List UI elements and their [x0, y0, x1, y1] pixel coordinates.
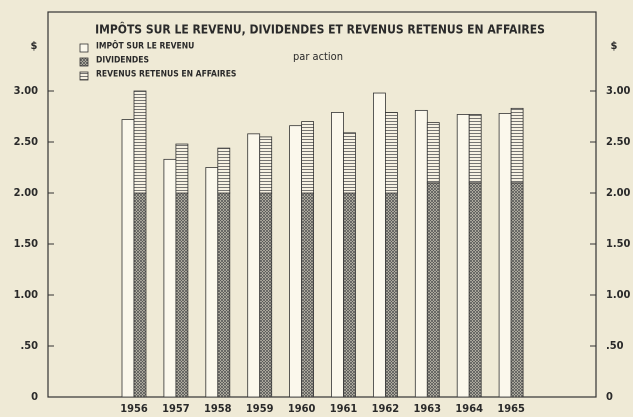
x-tick-label: 1958 [204, 402, 232, 415]
bar [259, 192, 273, 398]
bar [163, 158, 177, 398]
bar [259, 136, 273, 194]
plot-frame [47, 11, 597, 398]
chart-subtitle: par action [293, 50, 343, 63]
bar [331, 112, 344, 398]
legend-label: IMPÔT SUR LE REVENU [96, 40, 194, 52]
bar [343, 132, 356, 194]
bar [217, 147, 231, 194]
bar [384, 112, 398, 194]
x-tick-label: 1962 [372, 402, 400, 415]
y-tick-label: 3.00 [14, 84, 39, 97]
y-tick-label: .50 [20, 339, 38, 352]
legend-label: DIVIDENDES [96, 56, 149, 66]
bar [468, 182, 482, 398]
bar [426, 122, 440, 184]
legend-swatch [79, 71, 89, 81]
bar [426, 182, 440, 398]
y-tick-label: 1.00 [14, 288, 39, 301]
y-tick-label: 0 [31, 390, 38, 403]
bar [217, 192, 231, 398]
legend-swatch [79, 57, 89, 67]
x-tick-label: 1957 [162, 402, 190, 415]
bar [133, 192, 147, 398]
legend-swatch [79, 43, 89, 53]
bar [384, 192, 398, 398]
legend-label: REVENUS RETENUS EN AFFAIRES [96, 70, 236, 80]
y-axis-label: $ [31, 39, 38, 52]
x-tick-label: 1965 [497, 402, 525, 415]
y-tick-label: 1.50 [14, 237, 39, 250]
bar [133, 90, 147, 194]
y-tick-label: 2.50 [14, 135, 39, 148]
x-tick-label: 1964 [455, 402, 483, 415]
bar [301, 121, 315, 194]
bar [175, 192, 189, 398]
x-tick-label: 1961 [330, 402, 358, 415]
y2-tick-label: .50 [606, 339, 624, 352]
x-tick-label: 1956 [120, 402, 148, 415]
y2-tick-label: 2.50 [606, 135, 631, 148]
y2-tick-label: 1.00 [606, 288, 631, 301]
bar [343, 192, 356, 398]
x-tick-label: 1960 [288, 402, 316, 415]
bar [205, 167, 219, 398]
y2-tick-label: 3.00 [606, 84, 631, 97]
bar [468, 114, 482, 184]
y2-tick-label: 1.50 [606, 237, 631, 250]
bar [510, 107, 524, 184]
bar [247, 133, 261, 398]
bar [289, 125, 303, 398]
x-tick-label: 1963 [414, 402, 442, 415]
bar [301, 192, 315, 398]
bar [456, 114, 470, 398]
chart-title: IMPÔTS SUR LE REVENU, DIVIDENDES ET REVE… [95, 22, 545, 37]
bar [175, 143, 189, 194]
bar [414, 109, 428, 398]
y2-tick-label: 2.00 [606, 186, 631, 199]
y2-axis-label: $ [611, 39, 618, 52]
x-tick-label: 1959 [246, 402, 274, 415]
bar [372, 92, 386, 398]
bar [121, 119, 135, 398]
y-tick-label: 2.00 [14, 186, 39, 199]
y2-tick-label: 0 [606, 390, 613, 403]
bar [510, 182, 524, 398]
bar [498, 113, 512, 398]
